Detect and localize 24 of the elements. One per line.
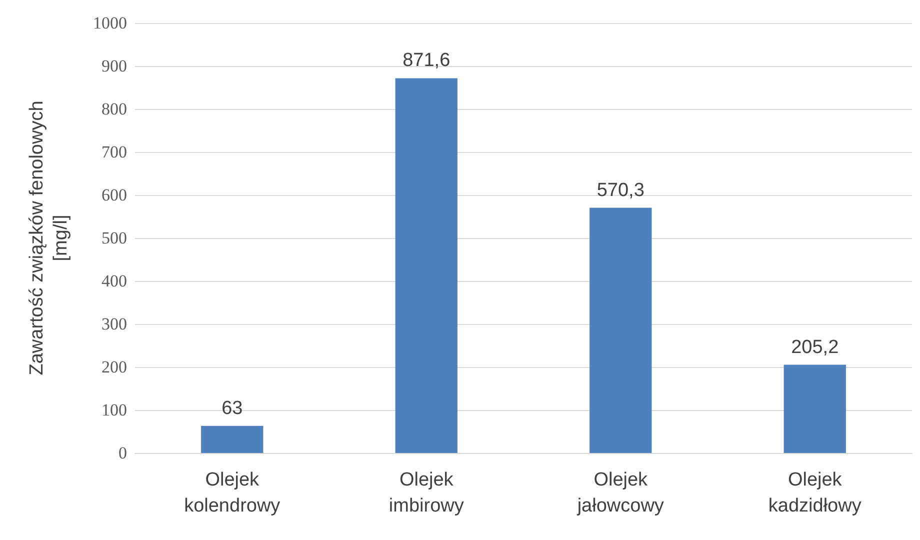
data-label: 871,6 [402, 50, 450, 72]
y-axis-title: Zawartość związków fenolowych [mg/l] [26, 100, 72, 376]
y-tick-label: 300 [102, 314, 127, 334]
y-tick-label: 0 [118, 444, 127, 462]
x-tick-label: Olejek kolendrowy [184, 470, 281, 516]
y-tick-label: 100 [102, 400, 127, 420]
data-label: 570,3 [596, 180, 644, 201]
bar [201, 426, 264, 453]
data-label: 63 [222, 398, 243, 419]
bar [590, 208, 652, 453]
y-tick-label: 800 [102, 100, 127, 118]
y-tick-label: 700 [102, 142, 127, 162]
y-tick-label: 900 [102, 56, 127, 76]
data-label: 205,2 [791, 336, 839, 358]
y-tick-label: 200 [102, 358, 127, 376]
y-tick-label: 500 [102, 228, 127, 248]
x-tick-label: Olejek jałowcowy [576, 470, 664, 516]
y-tick-label: 600 [102, 186, 127, 204]
bar [784, 364, 846, 453]
y-tick-label: 400 [102, 272, 127, 290]
y-tick-label: 1000 [93, 14, 127, 32]
bar [395, 78, 458, 453]
x-tick-label: Olejek imbirowy [388, 470, 464, 516]
x-tick-label: Olejek kadzidłowy [768, 470, 862, 516]
